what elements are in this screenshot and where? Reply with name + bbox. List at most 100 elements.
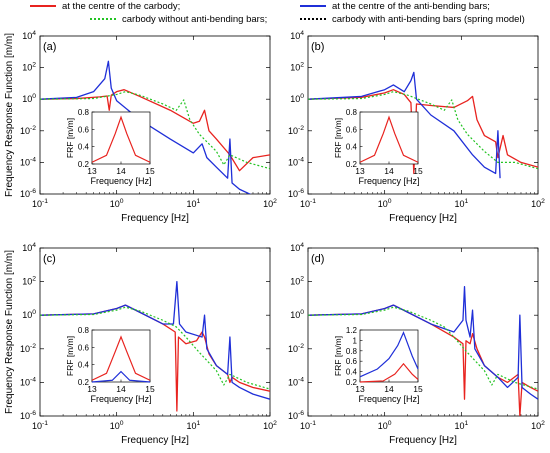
y-tick-label: 10-4 (20, 156, 36, 167)
x-tick-label: 101 (454, 420, 468, 431)
panel-label: (a) (43, 41, 56, 53)
x-axis-label: Frequency [Hz] (389, 213, 457, 224)
y-tick-label: 10-2 (20, 343, 36, 354)
series-line (308, 89, 538, 175)
x-tick-label: 102 (531, 420, 545, 431)
inset-y-tick-label: 1.2 (346, 326, 358, 335)
inset-y-tick-label: 0.4 (346, 143, 358, 152)
x-tick-label: 100 (378, 198, 392, 209)
panel-label: (c) (43, 253, 56, 265)
x-axis-label: Frequency [Hz] (121, 213, 189, 224)
chart-panel: 10-1 100 101 102 10-6 10-4 10-2 100 102 104 (c) Fre… (4, 242, 277, 446)
y-tick-label: 100 (290, 93, 304, 104)
inset-y-tick-label: 0.4 (78, 143, 90, 152)
plot-area (307, 247, 539, 417)
inset-series-line (359, 115, 419, 163)
inset-y-tick-label: 0.6 (78, 125, 90, 134)
inset-y-tick-label: 0.6 (78, 343, 90, 352)
y-tick-label: 102 (22, 276, 36, 287)
series-line (308, 71, 501, 179)
inset-x-tick-label: 15 (413, 384, 423, 394)
series-line (308, 306, 538, 390)
x-tick-label: 100 (110, 198, 124, 209)
y-tick-label: 10-4 (20, 376, 36, 387)
y-tick-label: 10-4 (288, 376, 304, 387)
series-group (40, 280, 270, 412)
inset-y-tick-label: 0.6 (346, 125, 358, 134)
inset-y-tick-label: 0.8 (346, 108, 358, 117)
inset-series-line (359, 331, 419, 378)
chart-panel: 10-1 100 101 102 10-6 10-4 10-2 100 102 104 (d) Fre… (288, 242, 545, 446)
x-tick-label: 10-1 (32, 198, 48, 209)
panel-label: (b) (311, 41, 324, 53)
x-tick-label: 102 (263, 420, 277, 431)
inset-x-tick-label: 15 (413, 166, 423, 176)
y-tick-label: 10-2 (20, 125, 36, 136)
x-tick-label: 101 (186, 420, 200, 431)
inset-y-tick-label: 0.4 (346, 368, 358, 377)
inset-area (359, 111, 419, 165)
series-line (308, 286, 538, 400)
y-tick-label: 10-6 (288, 410, 304, 421)
inset-x-tick-label: 13 (355, 384, 365, 394)
plot-area (39, 35, 271, 195)
panels: 10-1 100 101 102 10-6 10-4 10-2 100 102 104 (a) Fre… (4, 30, 545, 446)
plot-area (307, 35, 539, 195)
y-tick-label: 10-2 (288, 343, 304, 354)
inset-y-tick-label: 0.2 (78, 160, 90, 169)
legend-item: at the centre of the carbody; (30, 1, 180, 12)
y-axis-label: Frequency Response Function [m/m] (4, 33, 15, 197)
x-tick-label: 102 (263, 198, 277, 209)
inset-y-tick-label: 0.2 (346, 160, 358, 169)
inset-y-tick-label: 0.4 (78, 361, 90, 370)
x-tick-label: 100 (378, 420, 392, 431)
y-tick-label: 104 (22, 242, 36, 253)
y-tick-label: 104 (22, 30, 36, 41)
x-tick-label: 10-1 (300, 198, 316, 209)
inset-x-tick-label: 14 (116, 384, 126, 394)
series-group (308, 71, 538, 179)
inset-area (359, 329, 419, 383)
y-tick-label: 104 (290, 30, 304, 41)
inset-series-line (91, 335, 151, 381)
y-tick-label: 10-6 (20, 188, 36, 199)
y-tick-label: 104 (290, 242, 304, 253)
inset-y-tick-label: 0.8 (346, 347, 358, 356)
inset: 13 14 15 0.2 0.4 0.6 0.8 Frequency [Hz] FRF [m/m… (333, 108, 423, 186)
inset-area (91, 111, 151, 165)
series-line (40, 91, 270, 170)
inset-x-tick-label: 13 (355, 166, 365, 176)
inset-x-tick-label: 15 (145, 384, 155, 394)
y-tick-label: 100 (290, 309, 304, 320)
y-tick-label: 10-6 (20, 410, 36, 421)
chart-panel: 10-1 100 101 102 10-6 10-4 10-2 100 102 104 (a) Fre… (4, 30, 277, 224)
inset-x-tick-label: 14 (116, 166, 126, 176)
inset-x-tick-label: 15 (145, 166, 155, 176)
x-tick-label: 100 (110, 420, 124, 431)
inset-y-tick-label: 0.8 (78, 108, 90, 117)
inset-x-tick-label: 14 (384, 166, 394, 176)
y-axis-label: Frequency Response Function [m/m] (4, 250, 15, 414)
inset-x-tick-label: 13 (87, 166, 97, 176)
series-line (40, 60, 252, 194)
inset-y-label: FRF [m/m] (333, 336, 343, 376)
inset: 13 14 15 0.2 0.4 0.6 0.8 Frequency [Hz] FRF [m/m… (65, 326, 155, 404)
legend-label: carbody without anti-bending bars; (122, 14, 267, 25)
series-group (308, 286, 538, 416)
inset-y-label: FRF [m/m] (65, 336, 75, 376)
inset-y-tick-label: 0.2 (346, 378, 358, 387)
inset-x-label: Frequency [Hz] (358, 176, 419, 186)
x-tick-label: 102 (531, 198, 545, 209)
y-tick-label: 10-4 (288, 156, 304, 167)
legend-item: carbody with anti-bending bars (spring m… (300, 14, 525, 25)
inset-x-label: Frequency [Hz] (90, 394, 151, 404)
legend-item: at the centre of the anti-bending bars; (300, 1, 490, 12)
legend-item: carbody without anti-bending bars; (90, 14, 267, 25)
series-group (40, 60, 270, 194)
inset-series-line (91, 370, 151, 383)
x-tick-label: 101 (454, 198, 468, 209)
y-tick-label: 100 (22, 93, 36, 104)
series-line (40, 280, 270, 400)
legend-label: at the centre of the anti-bending bars; (332, 1, 490, 12)
